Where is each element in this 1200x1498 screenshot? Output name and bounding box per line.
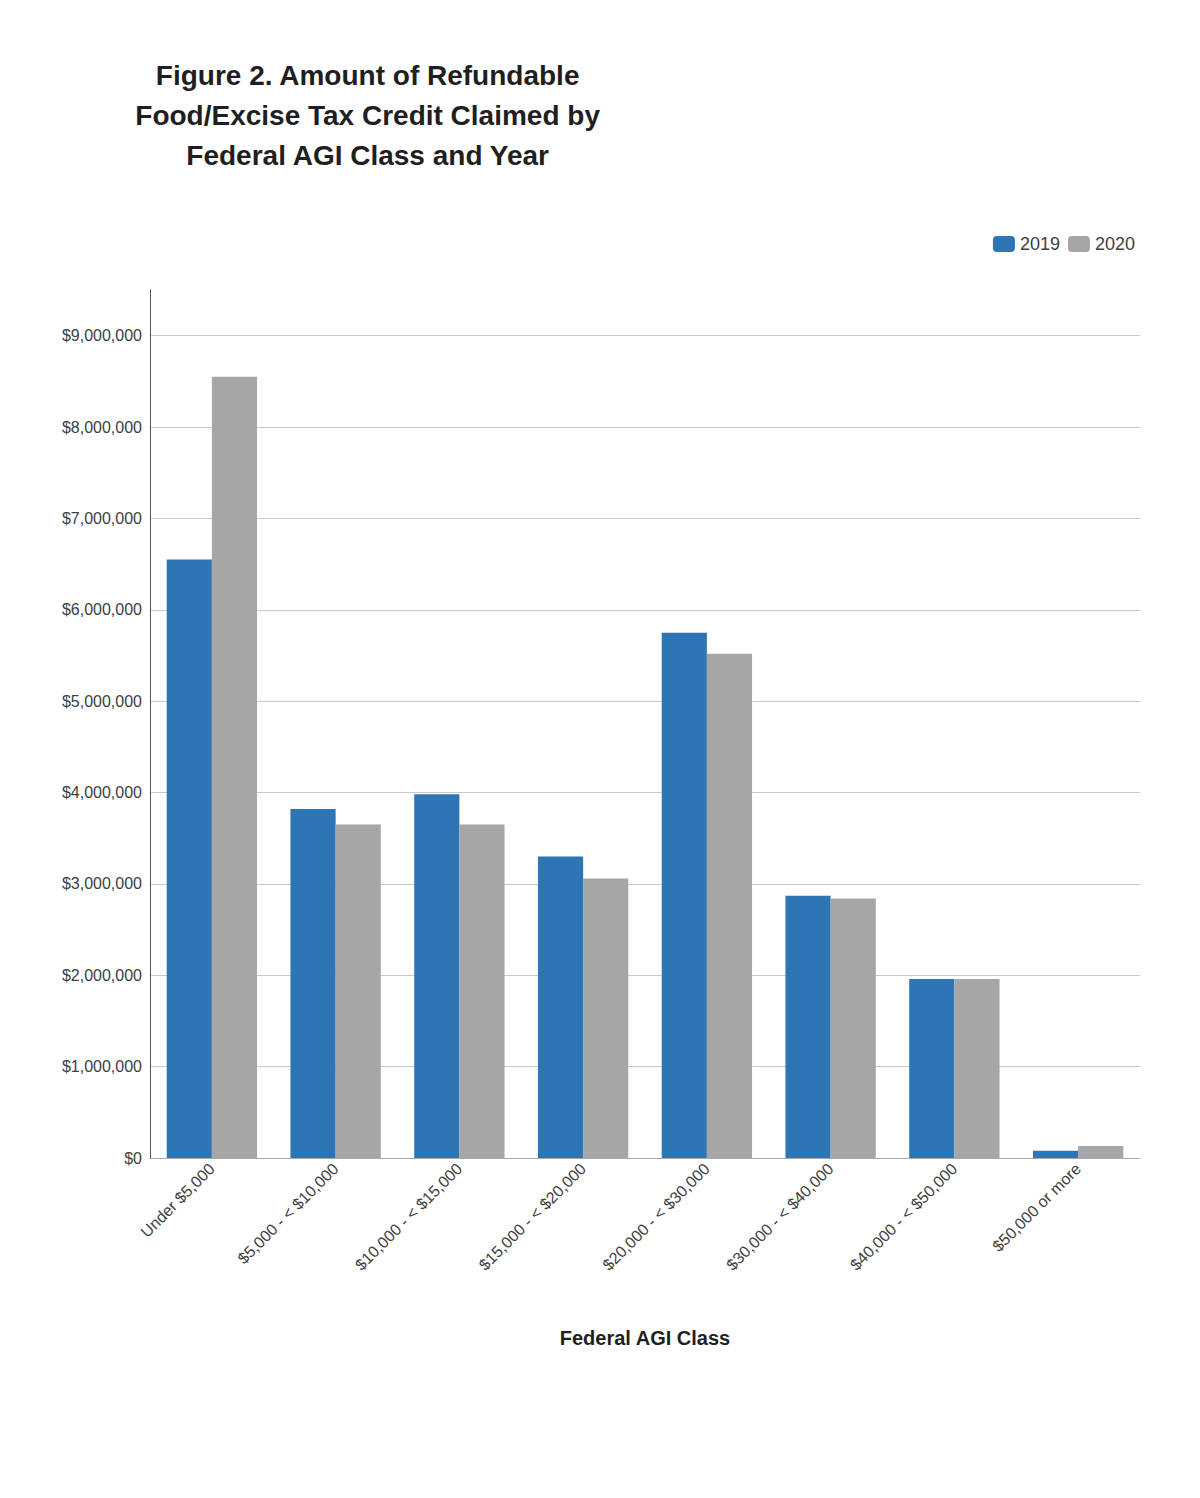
svg-text:Federal AGI Class and Year: Federal AGI Class and Year — [186, 140, 549, 171]
svg-text:$3,000,000: $3,000,000 — [62, 875, 142, 892]
svg-text:$30,000 - < $40,000: $30,000 - < $40,000 — [723, 1160, 837, 1274]
svg-text:$7,000,000: $7,000,000 — [62, 510, 142, 527]
svg-text:$4,000,000: $4,000,000 — [62, 784, 142, 801]
svg-text:2020: 2020 — [1095, 234, 1135, 254]
svg-text:Figure 2. Amount of Refundable: Figure 2. Amount of Refundable — [156, 60, 580, 91]
svg-text:$1,000,000: $1,000,000 — [62, 1058, 142, 1075]
svg-text:Food/Excise Tax Credit Claimed: Food/Excise Tax Credit Claimed by — [135, 100, 600, 131]
svg-text:$5,000,000: $5,000,000 — [62, 693, 142, 710]
svg-text:$8,000,000: $8,000,000 — [62, 419, 142, 436]
svg-text:$50,000 or more: $50,000 or more — [989, 1160, 1084, 1255]
svg-text:Under $5,000: Under $5,000 — [137, 1160, 218, 1241]
svg-text:$5,000 - < $10,000: $5,000 - < $10,000 — [234, 1160, 341, 1267]
svg-text:$9,000,000: $9,000,000 — [62, 327, 142, 344]
svg-text:$15,000 - < $20,000: $15,000 - < $20,000 — [476, 1160, 590, 1274]
svg-text:Federal AGI Class: Federal AGI Class — [560, 1327, 730, 1349]
svg-text:$20,000 - < $30,000: $20,000 - < $30,000 — [599, 1160, 713, 1274]
svg-text:$40,000 - < $50,000: $40,000 - < $50,000 — [847, 1160, 961, 1274]
svg-text:$10,000 - < $15,000: $10,000 - < $15,000 — [352, 1160, 466, 1274]
svg-text:2019: 2019 — [1020, 234, 1060, 254]
svg-text:$6,000,000: $6,000,000 — [62, 601, 142, 618]
svg-text:$2,000,000: $2,000,000 — [62, 967, 142, 984]
svg-text:$0: $0 — [124, 1150, 142, 1167]
